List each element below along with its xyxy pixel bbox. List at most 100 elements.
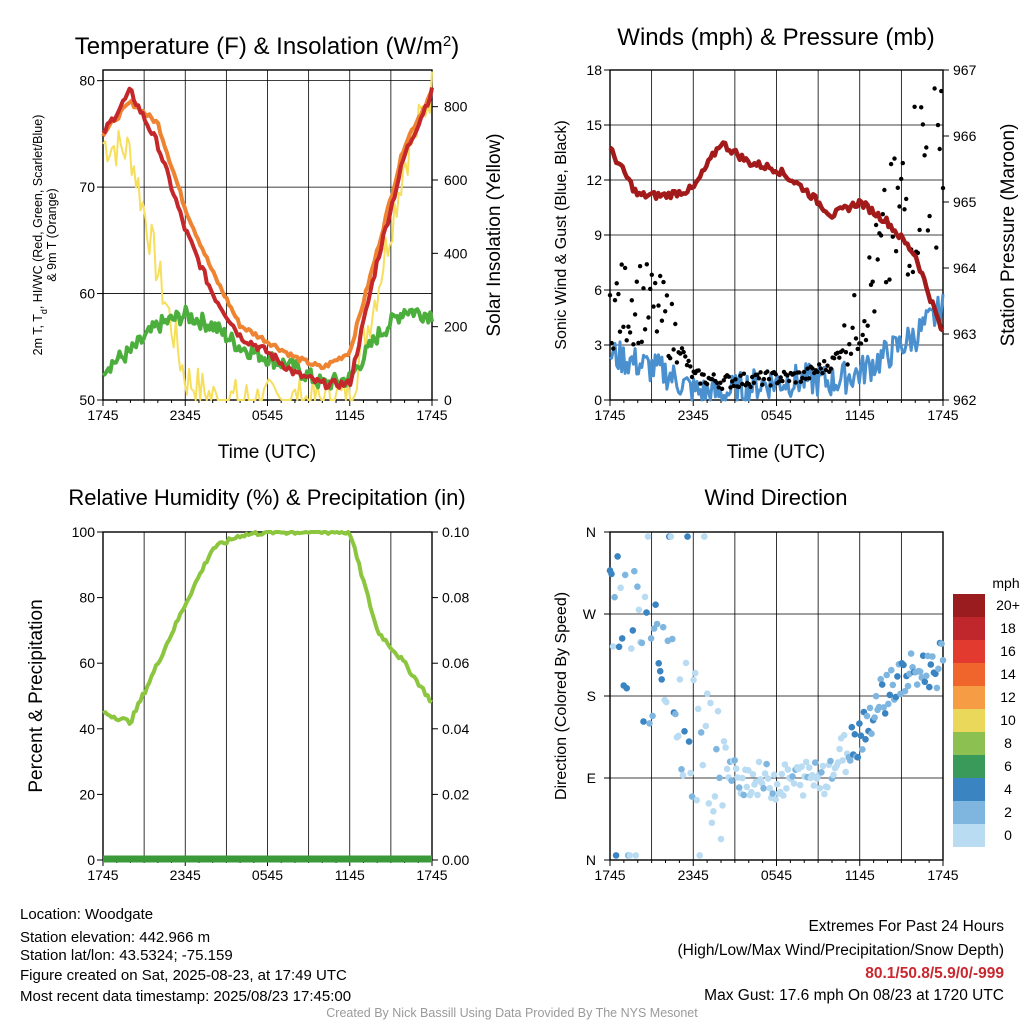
legend-swatch [953,686,985,709]
gust-point [880,212,885,217]
y-tick-label-right: 965 [953,194,977,210]
gust-point [701,372,706,377]
direction-point [732,765,740,772]
gust-point [780,378,785,384]
y-tick-label-left: E [587,770,596,786]
gust-point [883,280,889,285]
direction-point [710,808,717,815]
gust-point [711,372,716,377]
y-tick-label-left: 50 [79,392,95,408]
gust-point [905,272,911,277]
gust-point [937,146,942,152]
direction-point [739,774,746,782]
gust-point [825,363,830,368]
title-superscript: 2 [443,33,451,50]
direction-point [687,769,694,777]
gust-point [653,280,658,286]
winds-panel: 1745 2345 0545 1145 174503691215189629639649… [553,24,1019,463]
direction-point [913,681,921,688]
direction-point [713,745,720,753]
legend-label: 8 [1004,735,1012,751]
gust-point [912,104,917,110]
y-tick-label-right: 0.02 [442,786,469,802]
gust-point [648,286,653,292]
x-tick-label: 0545 [761,407,792,423]
gust-point [768,383,773,388]
gust-point [689,374,695,380]
gust-point [845,362,850,367]
direction-point [735,784,743,791]
gust-point [828,366,834,371]
gust-point [709,377,715,382]
gust-point [875,257,880,262]
y-tick-label-right: 962 [953,392,977,408]
direction-point [871,714,878,721]
gust-point [815,369,820,375]
gust-point [719,386,725,391]
legend-swatch [953,594,985,617]
direction-point [748,788,755,796]
humidity-line [102,530,433,726]
direction-point [693,796,700,804]
direction-point [634,583,641,590]
gust-point [817,362,822,367]
gust-point [904,196,909,202]
x-tick-label: 1745 [594,867,625,883]
gust-point [848,351,854,356]
y-tick-label-right: 0 [444,392,452,408]
direction-point [824,784,831,791]
direction-point [766,784,773,792]
direction-point [921,678,929,686]
x-tick-label: 2345 [678,867,709,883]
direction-point [810,782,818,789]
chart-title: Temperature (F) & Insolation (W/m2) [75,33,459,61]
gust-point [704,381,710,387]
direction-point [641,593,649,601]
gust-point [922,153,927,158]
y-tick-label-left: 0 [594,392,602,408]
gust-point [925,228,931,233]
y-tick-label-left: 6 [594,282,602,298]
direction-point [929,653,936,660]
gust-point [852,293,857,298]
direction-point [658,676,665,683]
chart-title: Relative Humidity (%) & Precipitation (i… [68,485,465,510]
gust-point [899,176,904,182]
gust-point [614,281,619,286]
direction-point [818,769,825,776]
y-tick-label-left: 80 [79,590,95,606]
direction-point [842,768,849,776]
direction-point [707,699,714,707]
gust-point [619,262,624,267]
gust-point [878,233,884,238]
y-tick-label-right: 0.04 [442,721,469,737]
gust-point [627,330,633,335]
gust-point [698,381,703,386]
pressure-line [608,140,945,333]
gust-point [673,321,678,327]
direction-point [643,609,650,616]
legend-label: 14 [1000,666,1016,682]
gust-point [651,304,656,309]
gust-point [872,309,877,314]
direction-point [866,704,874,712]
direction-point [681,728,688,735]
gust-point [867,255,872,260]
gust-point [756,376,762,381]
gust-point [840,348,845,353]
legend-swatch [953,755,985,778]
y-tick-label-right: 0.10 [442,524,469,540]
direction-point [635,606,643,614]
gust-point [631,342,636,347]
direction-point [932,670,939,678]
gust-point [663,309,668,314]
gust-point [818,366,823,371]
direction-point [617,584,624,592]
legend-label: 6 [1004,758,1012,774]
chart-title: Wind Direction [704,485,847,510]
gust-point [681,349,686,355]
legend-swatch [953,801,985,824]
gust-point [863,337,869,343]
direction-point [688,793,696,800]
direction-point [644,533,652,540]
